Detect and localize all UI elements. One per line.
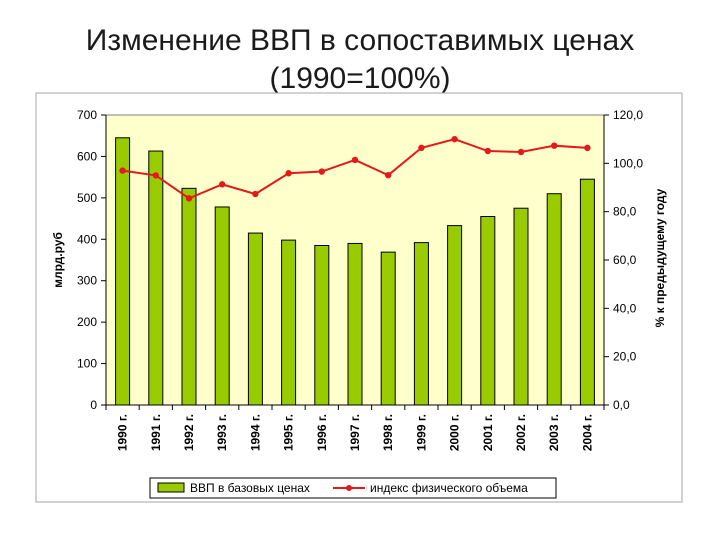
- y-tick-label-right: 80,0: [613, 205, 637, 219]
- line-point: [551, 142, 558, 149]
- bar: [347, 242, 363, 406]
- y-tick-label-right: 60,0: [613, 253, 637, 267]
- y-tick-label-left: 200: [77, 315, 97, 329]
- line-point: [119, 167, 126, 174]
- line-group: [119, 135, 591, 202]
- bar: [115, 137, 131, 406]
- y-tick-label-left: 700: [77, 108, 97, 122]
- line-point: [385, 171, 392, 179]
- bar: [380, 251, 396, 406]
- y-tick-label-left: 0: [90, 398, 97, 412]
- y-axis-title-left: млрд.руб: [51, 232, 65, 288]
- x-tick-label: 2003 г.: [547, 414, 561, 451]
- bar: [513, 207, 529, 406]
- line-point: [418, 144, 425, 152]
- title-line-2: (1990=100%): [269, 62, 451, 95]
- x-tick-label: 1990 г.: [116, 414, 130, 451]
- line-point: [517, 148, 525, 156]
- x-tick-label: 2004 г.: [580, 414, 594, 451]
- bar: [546, 193, 562, 406]
- x-tick-label: 1999 г.: [414, 414, 428, 451]
- y-tick-label-right: 0,0: [613, 398, 630, 412]
- line-point: [152, 172, 159, 179]
- line-point: [219, 181, 226, 188]
- x-tick-label: 1993 г.: [215, 414, 229, 451]
- y-tick-label-left: 400: [77, 232, 97, 246]
- y-tick-label-right: 20,0: [613, 350, 637, 364]
- y-tick-label-left: 100: [77, 357, 97, 371]
- line-point: [484, 147, 491, 155]
- title-line-1: Изменение ВВП в сопоставимых ценах: [85, 24, 635, 57]
- line-point: [318, 168, 325, 175]
- legend: ВВП в базовых ценах индекс физического о…: [149, 477, 557, 499]
- bar: [447, 225, 463, 406]
- x-tick-label: 1997 г.: [348, 414, 362, 451]
- line-point: [252, 190, 259, 198]
- x-tick-label: 2002 г.: [514, 414, 528, 451]
- line-point: [451, 135, 458, 143]
- line-point: [351, 156, 359, 164]
- x-tick-label: 1996 г.: [315, 414, 329, 451]
- line-point: [584, 144, 591, 152]
- axes-group: [101, 114, 609, 410]
- bar: [281, 239, 297, 406]
- labels-group: 0 100 200 300 400 500 600 700 0,0 20,0 40,0 60,0 80,…: [77, 108, 643, 451]
- x-tick-label: 1994 г.: [248, 414, 262, 451]
- line-point: [185, 195, 193, 202]
- x-tick-label: 2001 г.: [481, 414, 495, 451]
- bar: [148, 150, 164, 406]
- bar: [314, 245, 330, 406]
- x-tick-label: 1998 г.: [381, 414, 395, 451]
- x-tick-label: 1991 г.: [149, 414, 163, 451]
- line-point: [285, 170, 292, 177]
- x-tick-label: 1995 г.: [282, 414, 296, 451]
- bars-group: [115, 137, 595, 406]
- legend-bar-swatch: [157, 482, 185, 493]
- y-tick-label-left: 600: [77, 149, 97, 163]
- y-tick-label-right: 120,0: [613, 108, 643, 122]
- legend-line-marker: [346, 485, 352, 491]
- legend-bar-label: ВВП в базовых ценах: [190, 481, 310, 495]
- bar: [579, 178, 595, 406]
- legend-line-label: индекс физического объема: [370, 481, 528, 495]
- y-axis-title-right: % к предыдущему году: [653, 188, 667, 327]
- bar: [413, 242, 429, 406]
- bar: [214, 206, 230, 406]
- bar: [480, 216, 496, 406]
- x-tick-label: 1992 г.: [182, 414, 196, 451]
- x-tick-label: 2000 г.: [448, 414, 462, 451]
- bar: [181, 187, 197, 406]
- y-tick-label-left: 500: [77, 191, 97, 205]
- bar: [247, 232, 263, 406]
- slide-title: Изменение ВВП в сопоставимых ценах (1990…: [0, 22, 720, 98]
- y-tick-label-right: 100,0: [613, 156, 643, 170]
- y-tick-label-left: 300: [77, 274, 97, 288]
- y-tick-label-right: 40,0: [613, 301, 637, 315]
